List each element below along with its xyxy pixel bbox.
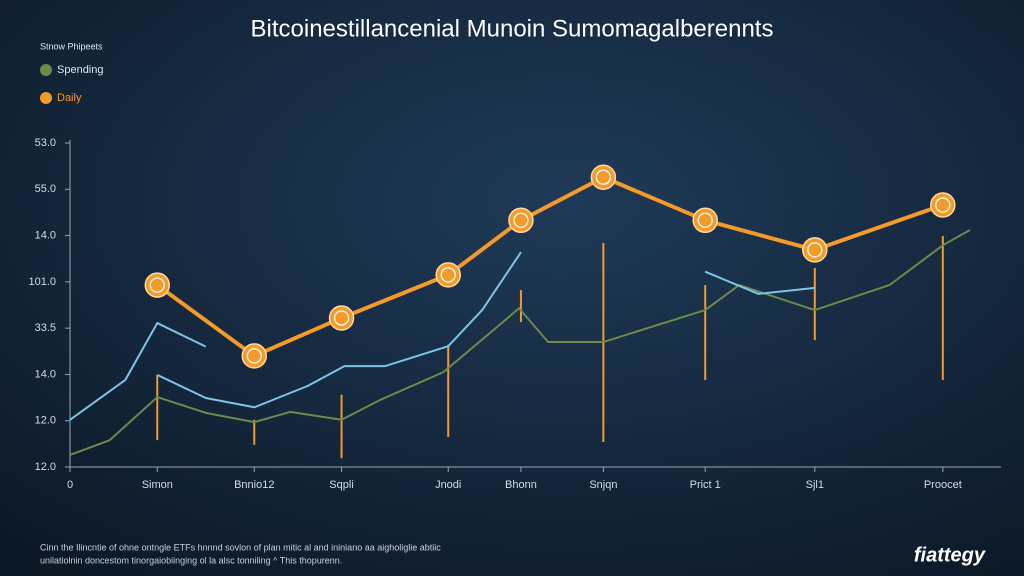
- legend-swatch: [40, 64, 52, 76]
- x-tick-label: Snjqn: [589, 479, 617, 491]
- plot-area: 12.0 12.0 14.0 33.5 101.0 14.0 55.0 53.0 0 Simon B…: [28, 137, 971, 491]
- y-tick-label: 55.0: [35, 183, 56, 195]
- footnote: unilatiolnin doncestom tinorgaiobiinging…: [40, 555, 342, 565]
- legend-swatch: [40, 92, 52, 104]
- legend-title: Stnow Phipeets: [40, 41, 103, 51]
- x-tick-label: Bhonn: [505, 479, 537, 491]
- coin-inner: [595, 169, 612, 186]
- y-tick-label: 14.0: [35, 229, 56, 241]
- y-tick-label: 101.0: [28, 276, 56, 288]
- coin-inner: [246, 348, 263, 364]
- coin-marker: [435, 262, 461, 288]
- coin-inner: [333, 310, 350, 326]
- series-line: [704, 270, 815, 295]
- x-tick-label: Sqpli: [329, 479, 353, 491]
- y-tick-label: 12.0: [35, 461, 56, 473]
- x-tick-label: 0: [67, 479, 73, 491]
- x-tick-label: Simon: [142, 479, 173, 491]
- coin-marker: [590, 164, 617, 191]
- y-tick-label: 53.0: [35, 137, 56, 149]
- coin-marker: [802, 237, 828, 263]
- chart-title: Bitcoinestillancenial Munoin Sumomagalbe…: [251, 15, 774, 42]
- footnote: Cinn the Ilincntie of ohne ontngle ETFs …: [40, 542, 441, 552]
- coin-marker: [930, 192, 956, 218]
- coin-inner: [935, 197, 951, 213]
- y-tick-label: 14.0: [35, 368, 56, 380]
- coin-inner: [697, 212, 713, 229]
- series-line: [69, 322, 207, 421]
- x-tick-label: Bnnio12: [234, 479, 274, 491]
- coin-marker: [692, 207, 718, 234]
- coin-marker: [241, 343, 268, 369]
- coin-inner: [440, 267, 456, 283]
- coin-inner: [513, 212, 529, 229]
- legend-label: Daily: [57, 92, 82, 104]
- brand-logo: fiattegy: [914, 544, 986, 566]
- x-tick-label: Proocet: [924, 479, 962, 491]
- x-tick-label: Jnodi: [435, 479, 461, 491]
- coin-inner: [149, 277, 166, 293]
- y-tick-label: 12.0: [35, 415, 56, 427]
- coin-marker: [144, 272, 171, 298]
- series-line: [69, 229, 971, 456]
- x-tick-label: Sjl1: [806, 479, 824, 491]
- coin-marker: [508, 207, 534, 234]
- legend: Spending Daily: [40, 64, 104, 104]
- coin-inner: [807, 242, 823, 258]
- coin-marker: [328, 305, 355, 331]
- y-tick-label: 33.5: [35, 322, 56, 334]
- series-line: [156, 251, 522, 409]
- x-tick-label: Prict 1: [690, 479, 721, 491]
- legend-label: Spending: [57, 64, 104, 76]
